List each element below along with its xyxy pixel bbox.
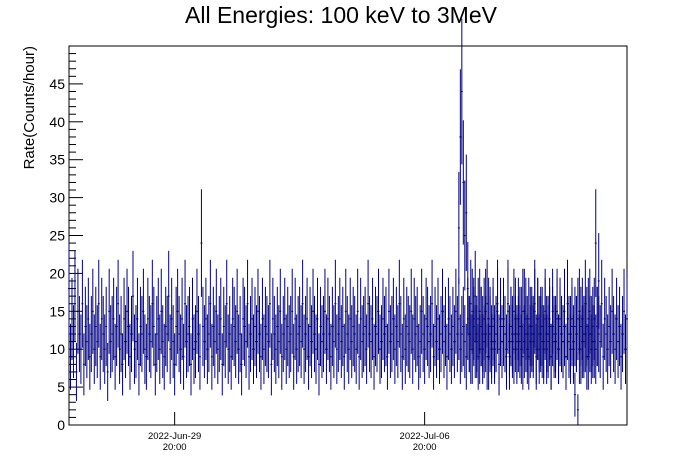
y-tick-label: 20 bbox=[49, 265, 65, 281]
y-tick-label: 45 bbox=[49, 76, 65, 92]
data-series bbox=[68, 18, 628, 425]
y-tick-label: 30 bbox=[49, 190, 65, 206]
y-axis-title: Rate(Counts/hour) bbox=[21, 46, 38, 169]
y-tick-label: 40 bbox=[49, 114, 65, 130]
y-tick-label: 15 bbox=[49, 303, 65, 319]
y-tick-label: 10 bbox=[49, 341, 65, 357]
chart-title: All Energies: 100 keV to 3MeV bbox=[185, 2, 498, 28]
x-tick-label-date: 2022-Jul-06 bbox=[400, 431, 450, 442]
y-tick-label: 35 bbox=[49, 152, 65, 168]
y-axis: 0 5 10 15 20 25 30 35 40 45 bbox=[49, 53, 83, 433]
y-tick-label: 0 bbox=[57, 417, 65, 433]
x-tick-label-date: 2022-Jun-29 bbox=[148, 431, 201, 442]
x-tick-label-time: 20:00 bbox=[163, 442, 187, 453]
x-tick-label-time: 20:00 bbox=[413, 442, 437, 453]
y-tick-label: 25 bbox=[49, 228, 65, 244]
y-tick-label: 5 bbox=[57, 379, 65, 395]
